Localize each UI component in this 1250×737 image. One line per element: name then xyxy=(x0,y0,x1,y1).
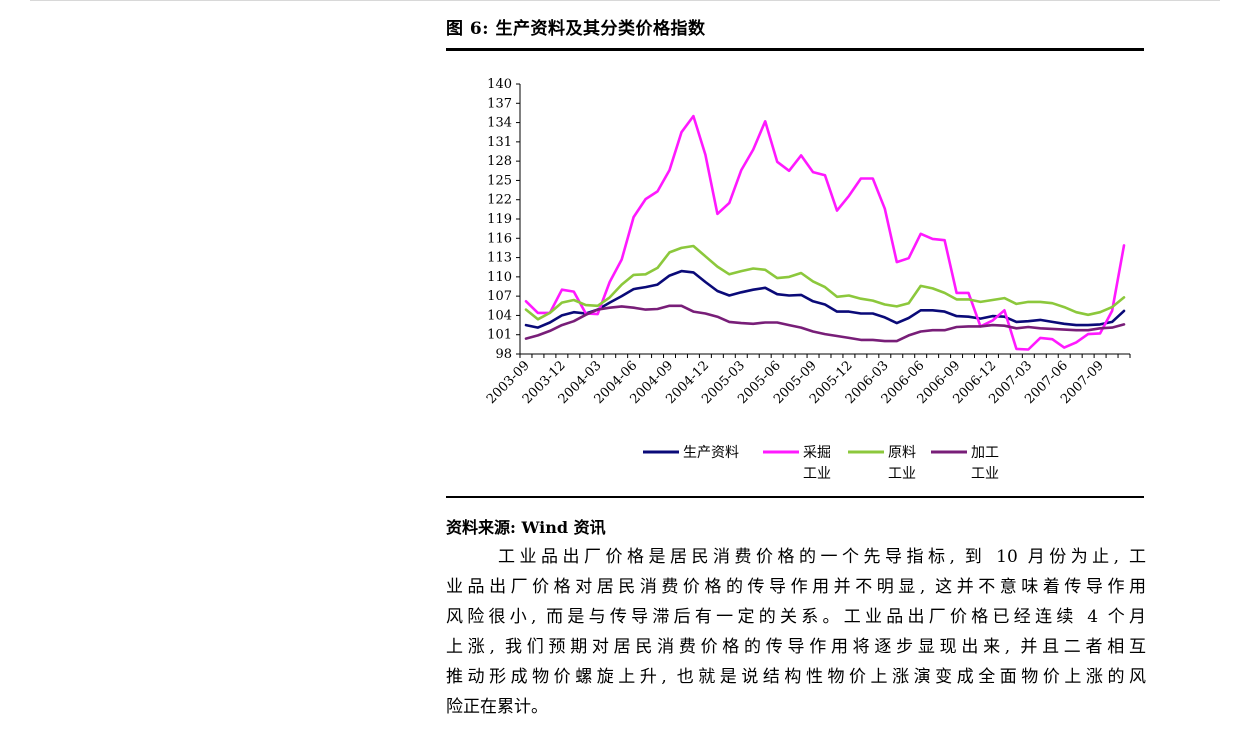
source-note: 资料来源: Wind 资讯 xyxy=(446,518,606,537)
price-index-line-chart: 98 101 104 107 110 113 116 119 122 125 128 131 134 13… xyxy=(484,77,1131,482)
legend-label: 工业 xyxy=(803,466,831,482)
y-tick-label: 137 xyxy=(487,96,512,111)
paragraph-line: 推动形成物价螺旋上升, 也就是说结构性物价上涨演变成全面物价上涨的风 xyxy=(446,667,1146,687)
legend-label: 工业 xyxy=(971,466,999,482)
series-line xyxy=(524,114,1126,351)
y-tick-label: 134 xyxy=(487,116,512,131)
legend-label: 采掘 xyxy=(803,445,831,461)
paragraph-line: 险正在累计。 xyxy=(446,697,548,717)
title-rule xyxy=(446,48,1144,51)
y-tick-label: 107 xyxy=(487,289,512,304)
y-tick-label: 101 xyxy=(487,328,512,343)
y-tick-label: 131 xyxy=(487,135,512,150)
y-tick-label: 122 xyxy=(487,193,512,208)
paragraph-line: 风险很小, 而是与传导滞后有一定的关系。工业品出厂价格已经连续 4 个月 xyxy=(446,607,1146,627)
y-tick-label: 104 xyxy=(487,308,512,323)
series-line xyxy=(524,244,1126,321)
y-tick-label: 113 xyxy=(487,251,512,266)
top-divider xyxy=(30,0,1220,1)
series-line xyxy=(524,269,1126,329)
y-tick-label: 125 xyxy=(487,173,512,188)
legend-label: 原料 xyxy=(888,445,916,461)
series-line xyxy=(524,304,1126,343)
legend-label: 工业 xyxy=(888,466,916,482)
y-tick-label: 119 xyxy=(487,212,512,227)
paragraph-line: 上涨, 我们预期对居民消费价格的传导作用将逐步显现出来, 并且二者相互 xyxy=(446,637,1146,657)
chart-bottom-rule xyxy=(446,496,1144,498)
y-tick-label: 98 xyxy=(495,347,512,362)
legend-label: 加工 xyxy=(971,445,999,461)
figure-title: 图 6: 生产资料及其分类价格指数 xyxy=(446,19,706,39)
y-tick-label: 110 xyxy=(487,270,512,285)
body-paragraph: 工业品出厂价格是居民消费价格的一个先导指标, 到 10 月份为止, 工 业品出厂… xyxy=(446,542,1146,722)
legend-label: 生产资料 xyxy=(683,445,739,461)
paragraph-line: 工业品出厂价格是居民消费价格的一个先导指标, 到 10 月份为止, 工 xyxy=(498,547,1146,567)
paragraph-line: 业品出厂价格对居民消费价格的传导作用并不明显, 这并不意味着传导作用 xyxy=(446,577,1146,597)
y-tick-label: 116 xyxy=(487,231,512,246)
y-tick-label: 140 xyxy=(487,77,512,92)
y-tick-label: 128 xyxy=(487,154,512,169)
